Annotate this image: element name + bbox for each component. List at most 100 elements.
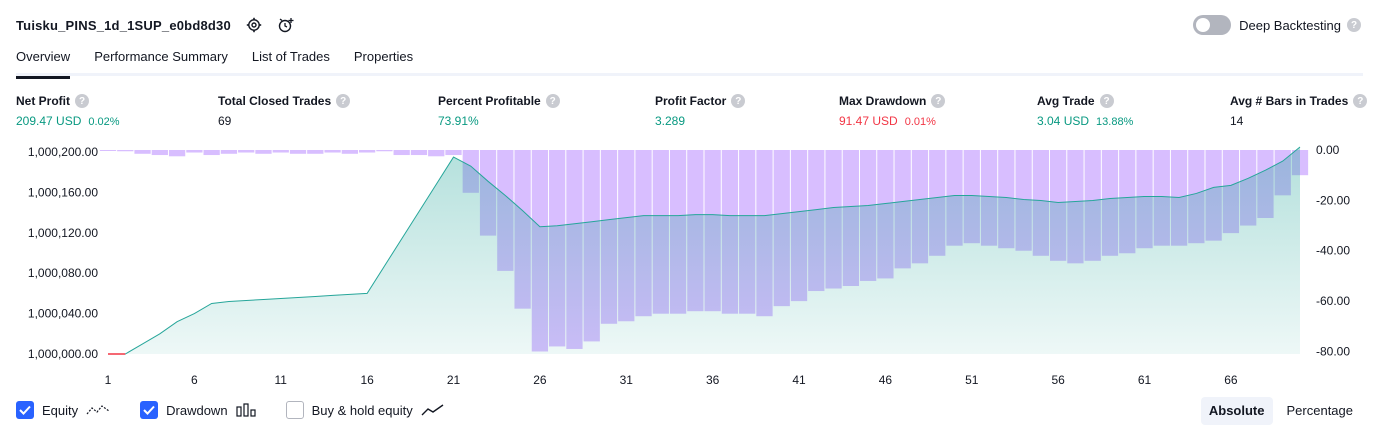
metric-value: 91.47 USD xyxy=(839,114,898,128)
metric-value: 73.91% xyxy=(438,114,479,128)
metric-label: Max Drawdown xyxy=(839,94,927,108)
drawdown-bar xyxy=(151,150,168,156)
metric-value: 3.289 xyxy=(655,114,686,128)
help-icon[interactable]: ? xyxy=(731,94,746,108)
metric-value: 209.47 USD xyxy=(16,114,82,128)
x-axis-tick-label: 16 xyxy=(360,373,374,387)
metric-avg-bars-in-trades: Avg # Bars in Trades? 14 xyxy=(1230,94,1368,128)
percentage-button[interactable]: Percentage xyxy=(1286,403,1354,418)
drawdown-bar xyxy=(289,150,307,154)
add-alert-clock-icon[interactable] xyxy=(277,16,295,34)
x-axis-tick-label: 36 xyxy=(706,373,720,387)
legend-equity-label: Equity xyxy=(42,402,79,418)
legend-buy-hold[interactable]: Buy & hold equity xyxy=(285,401,445,419)
x-axis-tick-label: 11 xyxy=(275,373,288,387)
scale-toggle: Absolute Percentage xyxy=(1195,397,1361,425)
tab-performance-summary[interactable]: Performance Summary xyxy=(94,49,228,64)
checkbox-buy-hold[interactable] xyxy=(285,401,304,419)
equity-line-icon xyxy=(86,403,110,417)
tab-bar: Overview Performance Summary List of Tra… xyxy=(16,46,1363,79)
x-axis-tick-label: 31 xyxy=(620,373,634,387)
drawdown-bar xyxy=(324,150,341,153)
right-axis-tick-label: 0.00 xyxy=(1316,143,1340,157)
metric-profit-factor: Profit Factor? 3.289 xyxy=(655,94,746,128)
metric-avg-trade: Avg Trade? 3.04 USD 13.88% xyxy=(1037,94,1133,128)
left-axis-tick-label: 1,000,200.00 xyxy=(28,145,98,159)
metric-net-profit: Net Profit? 209.47 USD 0.02% xyxy=(16,94,120,128)
drawdown-bar xyxy=(445,150,462,156)
left-axis-tick-label: 1,000,000.00 xyxy=(28,347,98,361)
equity-line xyxy=(108,146,1301,355)
drawdown-bar xyxy=(134,150,151,154)
help-icon[interactable]: ? xyxy=(1099,94,1114,108)
right-axis-tick-label: -80.00 xyxy=(1316,344,1350,358)
metric-percent: 0.01% xyxy=(904,116,936,128)
help-icon[interactable]: ? xyxy=(1353,94,1368,108)
legend-drawdown[interactable]: Drawdown xyxy=(140,401,256,419)
equity-area xyxy=(108,146,1300,354)
help-icon[interactable]: ? xyxy=(931,94,946,108)
left-axis-tick-label: 1,000,160.00 xyxy=(28,185,98,199)
x-axis-tick-label: 46 xyxy=(879,373,893,387)
metric-total-closed-trades: Total Closed Trades? 69 xyxy=(218,94,351,128)
tab-properties[interactable]: Properties xyxy=(353,49,414,64)
deep-backtesting-toggle[interactable] xyxy=(1193,15,1232,35)
metric-label: Avg Trade xyxy=(1037,94,1095,108)
drawdown-bar xyxy=(272,150,289,153)
left-axis-tick-label: 1,000,120.00 xyxy=(28,226,98,240)
legend-equity[interactable]: Equity xyxy=(16,401,110,419)
metric-label: Net Profit xyxy=(16,94,70,108)
settings-icon[interactable] xyxy=(245,16,263,34)
help-icon[interactable]: ? xyxy=(1347,18,1361,32)
help-icon[interactable]: ? xyxy=(336,94,351,108)
header: Tuisku_PINS_1d_1SUP_e0bd8d30 xyxy=(16,14,295,36)
chart-legend: Equity Drawdown Buy & hold equity xyxy=(16,401,475,419)
drawdown-bar xyxy=(393,150,410,156)
strategy-title: Tuisku_PINS_1d_1SUP_e0bd8d30 xyxy=(16,17,231,33)
x-axis-tick-label: 51 xyxy=(965,373,979,387)
drawdown-bar xyxy=(168,150,186,157)
x-axis-tick-label: 21 xyxy=(447,373,461,387)
drawdown-bar xyxy=(220,150,238,154)
absolute-button[interactable]: Absolute xyxy=(1200,397,1273,425)
x-axis-tick-label: 6 xyxy=(191,373,198,387)
drawdown-bar xyxy=(203,150,220,156)
metric-value: 69 xyxy=(218,114,232,128)
x-axis-tick-label: 56 xyxy=(1051,373,1065,387)
right-axis-tick-label: -60.00 xyxy=(1316,294,1350,308)
metric-label: Avg # Bars in Trades xyxy=(1230,94,1349,108)
metric-label: Percent Profitable xyxy=(438,94,541,108)
x-axis-tick-label: 1 xyxy=(105,373,112,387)
tab-list-of-trades[interactable]: List of Trades xyxy=(251,49,330,64)
right-axis-tick-label: -40.00 xyxy=(1316,244,1350,258)
metric-value: 3.04 USD xyxy=(1037,114,1090,128)
help-icon[interactable]: ? xyxy=(75,94,89,108)
checkbox-equity[interactable] xyxy=(16,401,34,419)
drawdown-bar xyxy=(117,150,134,152)
equity-drawdown-chart: 1,000,000.00 1,000,040.00 1,000,080.00 1,00… xyxy=(28,143,1350,387)
drawdown-bar xyxy=(186,150,203,153)
drawdown-bar xyxy=(255,150,272,154)
left-axis-tick-label: 1,000,040.00 xyxy=(28,307,98,321)
metric-percent: 13.88% xyxy=(1096,116,1134,128)
x-axis-tick-label: 26 xyxy=(533,373,547,387)
help-icon[interactable]: ? xyxy=(545,94,560,108)
drawdown-bars-icon xyxy=(235,403,256,417)
drawdown-bar xyxy=(341,150,358,154)
checkbox-drawdown[interactable] xyxy=(140,401,159,419)
drawdown-bar xyxy=(376,150,393,152)
drawdown-bar xyxy=(428,150,445,157)
left-axis-tick-label: 1,000,080.00 xyxy=(28,266,98,280)
x-axis-tick-label: 41 xyxy=(792,373,806,387)
x-axis-tick-label: 66 xyxy=(1224,373,1238,387)
metric-label: Total Closed Trades xyxy=(218,94,332,108)
tab-overview[interactable]: Overview xyxy=(16,46,71,79)
legend-buy-hold-label: Buy & hold equity xyxy=(311,402,413,418)
drawdown-bar xyxy=(358,150,376,153)
drawdown-bar xyxy=(307,150,324,154)
drawdown-bar xyxy=(99,150,117,151)
deep-backtesting-label: Deep Backtesting xyxy=(1239,17,1341,33)
deep-backtesting: Deep Backtesting ? xyxy=(1193,14,1361,36)
buy-hold-line-icon xyxy=(421,403,445,417)
drawdown-bar xyxy=(410,150,428,156)
